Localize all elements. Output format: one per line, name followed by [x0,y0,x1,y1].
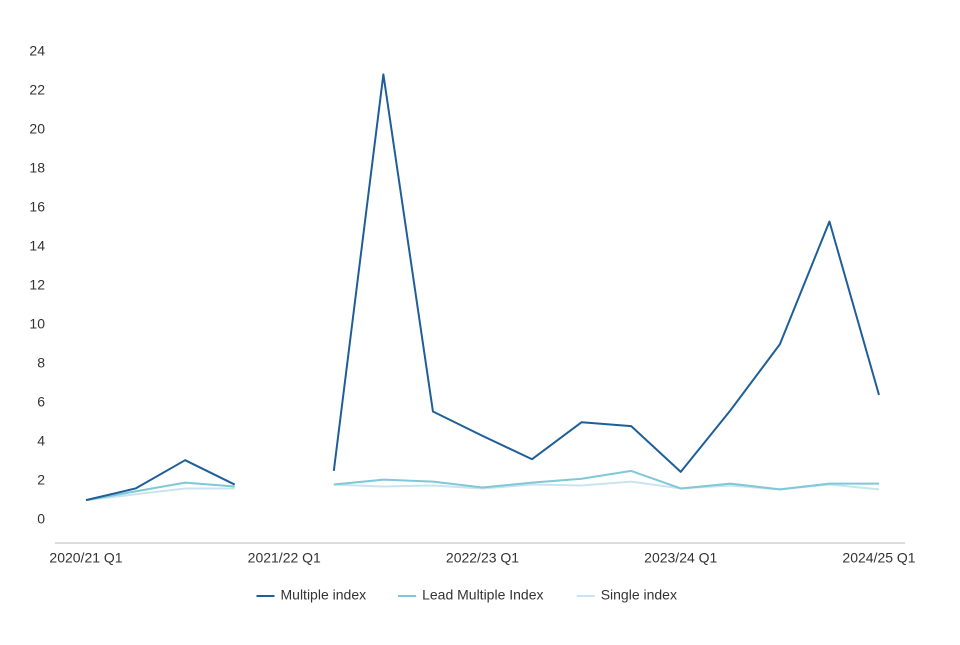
x-tick-label: 2023/24 Q1 [644,550,717,566]
legend-label: Single index [601,587,677,603]
y-tick-label: 22 [29,82,45,98]
legend-label: Multiple index [281,587,367,603]
y-tick-label: 4 [37,432,45,448]
x-tick-label: 2022/23 Q1 [446,550,519,566]
y-tick-label: 0 [37,510,45,526]
legend-label: Lead Multiple Index [422,587,543,603]
x-tick-label: 2024/25 Q1 [842,550,915,566]
y-tick-label: 6 [37,393,45,409]
y-tick-label: 20 [29,121,45,137]
x-tick-label: 2021/22 Q1 [248,550,321,566]
y-tick-label: 2 [37,471,45,487]
y-tick-label: 10 [29,315,45,331]
y-tick-label: 16 [29,199,45,215]
y-tick-label: 18 [29,160,45,176]
x-tick-label: 2020/21 Q1 [49,550,122,566]
y-tick-label: 14 [29,238,45,254]
y-tick-label: 24 [29,43,45,59]
series-line [85,469,879,502]
y-tick-label: 12 [29,277,45,293]
y-tick-label: 8 [37,354,45,370]
series-line [85,73,880,502]
